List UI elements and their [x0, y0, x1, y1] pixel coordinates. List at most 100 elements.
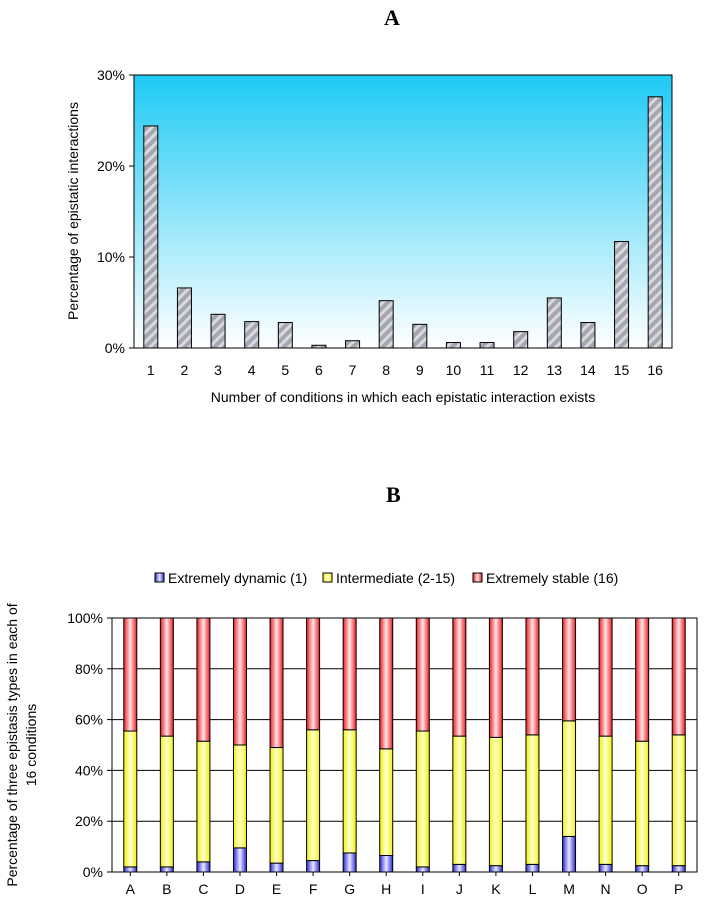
- chart-a-x-tick-label: 12: [513, 362, 529, 378]
- chart-b-bar-segment: [123, 866, 138, 873]
- chart-b-x-tick-label: K: [491, 881, 501, 897]
- chart-b-bar-segment: [452, 735, 467, 865]
- chart-b-bar-segment: [159, 866, 174, 873]
- chart-b-y-tick-label: 40%: [75, 762, 103, 778]
- chart-b-y-tick-label: 80%: [75, 661, 103, 677]
- chart-b-bar-segment: [196, 861, 211, 873]
- chart-a-bar: [311, 344, 327, 349]
- chart-b-x-tick-label: P: [674, 881, 683, 897]
- chart-a-bar: [378, 300, 394, 349]
- chart-a-bar: [210, 313, 226, 349]
- chart-b-legend-label: Extremely dynamic (1): [168, 570, 307, 586]
- chart-a-bar: [546, 297, 562, 349]
- chart-a-y-tick-label: 10%: [97, 249, 125, 265]
- chart-b-bar-segment: [671, 617, 686, 736]
- chart-a-y-tick-label: 30%: [97, 67, 125, 83]
- chart-b-bar-segment: [452, 863, 467, 873]
- chart-b-legend-swatch: [154, 572, 165, 583]
- chart-b-bar-segment: [123, 730, 138, 868]
- chart-b-x-tick-label: B: [162, 881, 171, 897]
- chart-a-bar: [277, 322, 293, 349]
- chart-b-x-tick-label: I: [421, 881, 425, 897]
- chart-b-bar-segment: [598, 617, 613, 737]
- chart-b-y-axis-label-line1: Percentage of three epistasis types in e…: [4, 603, 20, 886]
- chart-b-x-tick-label: C: [198, 881, 208, 897]
- chart-a-x-tick-label: 10: [446, 362, 462, 378]
- chart-a-bar: [513, 331, 529, 349]
- chart-a-x-tick-label: 15: [614, 362, 630, 378]
- chart-b-bar-segment: [159, 735, 174, 868]
- chart-b-bar-segment: [452, 617, 467, 737]
- chart-b-bar-segment: [671, 865, 686, 873]
- chart-b-bar-segment: [379, 748, 394, 856]
- chart-a-bar: [445, 342, 461, 349]
- chart-a-x-tick-label: 1: [147, 362, 155, 378]
- chart-b-x-tick-label: F: [309, 881, 318, 897]
- chart-b-bar-segment: [269, 747, 284, 864]
- chart-a-x-tick-label: 6: [315, 362, 323, 378]
- chart-b-bar-segment: [415, 617, 430, 732]
- chart-a-x-tick-label: 13: [547, 362, 563, 378]
- chart-b-bar-segment: [562, 617, 577, 722]
- chart-b-x-tick-label: O: [637, 881, 648, 897]
- chart-b-bar-segment: [379, 854, 394, 873]
- chart-b-legend-label: Extremely stable (16): [486, 570, 618, 586]
- chart-b-bar-segment: [342, 617, 357, 731]
- chart-b-bar-segment: [196, 740, 211, 863]
- chart-a: 0%10%20%30% 1 2 3 4 5 6 7 8 9 10 11 12 13 14 15 16 Perc…: [65, 67, 673, 405]
- chart-b-bar-segment: [269, 617, 284, 749]
- chart-a-bar: [345, 340, 361, 349]
- chart-b-x-tick-label: M: [563, 881, 575, 897]
- panel-a-label: A: [384, 5, 400, 30]
- chart-b-y-axis-label-line2: 16 conditions: [23, 704, 39, 787]
- chart-b: Extremely dynamic (1) Intermediate (2-15)…: [4, 570, 698, 897]
- chart-b-legend-label: Intermediate (2-15): [336, 570, 455, 586]
- chart-b-bar-segment: [379, 617, 394, 750]
- chart-b-bar-segment: [635, 740, 650, 867]
- chart-a-y-tick-label: 0%: [105, 340, 125, 356]
- chart-b-bar-segment: [635, 617, 650, 742]
- chart-b-bar-segment: [269, 862, 284, 873]
- chart-a-bar: [244, 321, 260, 349]
- chart-a-x-tick-label: 5: [281, 362, 289, 378]
- chart-b-legend-swatch: [322, 572, 333, 583]
- chart-b-bar-segment: [342, 852, 357, 873]
- chart-b-x-tick-label: J: [456, 881, 463, 897]
- chart-b-bar-segment: [671, 734, 686, 867]
- chart-a-bar: [580, 322, 596, 349]
- chart-b-bar-segment: [488, 736, 503, 867]
- chart-b-x-tick-label: G: [344, 881, 355, 897]
- chart-b-bar-segment: [306, 860, 321, 873]
- chart-a-bar: [614, 241, 630, 349]
- chart-a-x-tick-label: 2: [181, 362, 189, 378]
- chart-a-bar: [647, 96, 663, 349]
- chart-b-bar-segment: [635, 865, 650, 873]
- chart-b-bar-segment: [232, 617, 247, 746]
- chart-b-bar-segment: [415, 730, 430, 868]
- chart-a-x-tick-label: 16: [647, 362, 663, 378]
- chart-a-bar: [479, 342, 495, 349]
- chart-b-bar-segment: [159, 617, 174, 737]
- chart-a-x-tick-label: 14: [580, 362, 596, 378]
- chart-b-plot-area: [111, 617, 698, 873]
- chart-b-bar-segment: [232, 744, 247, 849]
- chart-b-bar-segment: [525, 734, 540, 865]
- chart-b-bar-segment: [488, 617, 503, 738]
- panel-b-label: B: [386, 482, 401, 507]
- chart-b-x-tick-label: N: [601, 881, 611, 897]
- chart-a-y-tick-label: 20%: [97, 158, 125, 174]
- chart-b-x-tick-label: A: [126, 881, 136, 897]
- chart-b-legend-swatch: [472, 572, 483, 583]
- chart-a-x-tick-label: 9: [416, 362, 424, 378]
- chart-a-x-axis-label: Number of conditions in which each epist…: [211, 389, 595, 405]
- chart-b-bar-segment: [562, 835, 577, 873]
- chart-a-y-axis-label: Percentage of epistatic interactions: [65, 102, 81, 320]
- chart-b-x-tick-label: D: [235, 881, 245, 897]
- chart-b-x-tick-label: L: [529, 881, 537, 897]
- chart-a-x-tick-label: 4: [248, 362, 256, 378]
- chart-b-y-tick-label: 0%: [83, 864, 103, 880]
- chart-a-x-tick-label: 11: [480, 362, 495, 378]
- chart-a-x-tick-label: 3: [214, 362, 222, 378]
- chart-b-bar-segment: [562, 720, 577, 837]
